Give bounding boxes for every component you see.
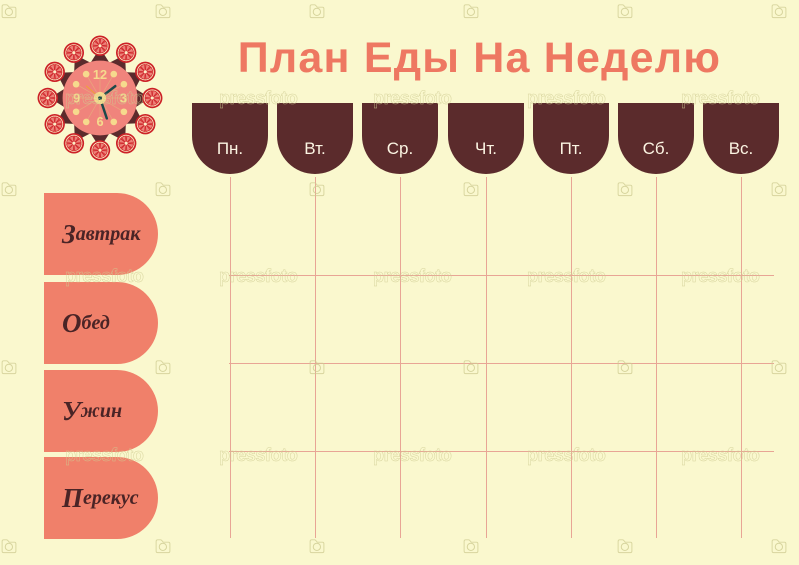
svg-text:3: 3: [120, 91, 127, 106]
svg-text:6: 6: [96, 114, 103, 129]
svg-text:12: 12: [93, 67, 107, 82]
svg-text:9: 9: [73, 91, 80, 106]
